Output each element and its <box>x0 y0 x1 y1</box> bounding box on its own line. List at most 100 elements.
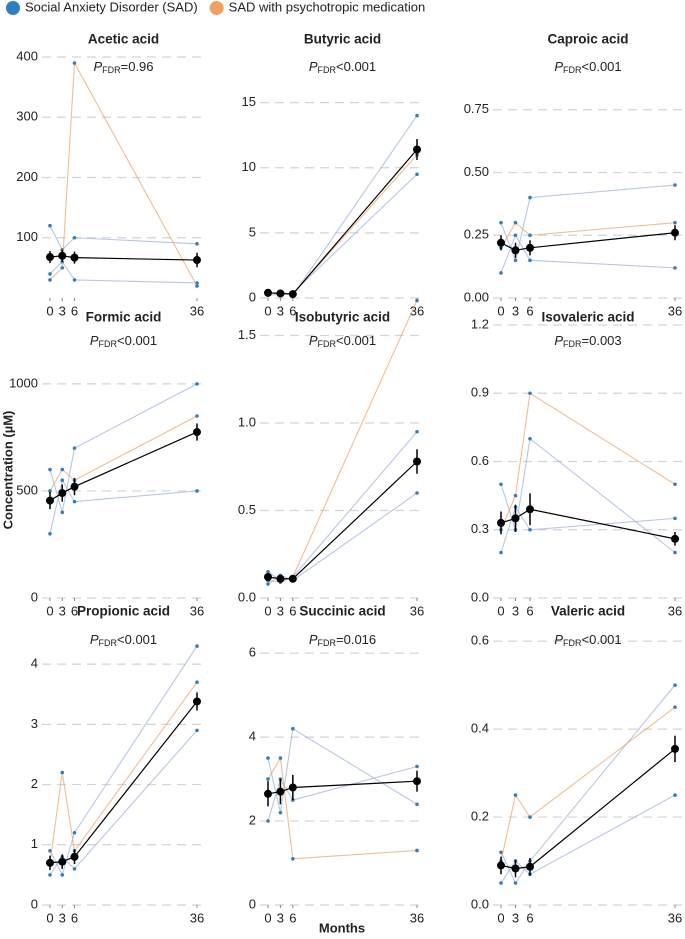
subject-point <box>528 391 532 396</box>
subject-point <box>48 489 52 493</box>
y-axis-label: Concentration (µM) <box>0 411 15 530</box>
subject-point <box>195 489 199 493</box>
mean-point <box>671 228 679 237</box>
subject-point <box>415 848 419 853</box>
x-tick-label: 3 <box>512 303 519 318</box>
legend-label: SAD with psychotropic medication <box>229 0 426 14</box>
mean-point <box>497 861 505 870</box>
p-text: <0.001 <box>582 59 622 74</box>
subject-point <box>415 298 419 303</box>
subject-point <box>195 284 199 288</box>
subject-point <box>415 764 419 769</box>
panel-title: Acetic acid <box>88 32 159 47</box>
x-tick-label: 3 <box>59 910 66 925</box>
mean-point <box>276 289 285 298</box>
x-tick-label: 36 <box>410 910 424 925</box>
mean-line <box>267 461 418 580</box>
subject-point <box>60 266 65 270</box>
subject-point <box>60 467 65 472</box>
x-tick-label: 3 <box>277 603 284 618</box>
legend-marker <box>6 1 20 15</box>
subject-line <box>267 431 418 582</box>
subject-point <box>673 705 677 709</box>
subject-line <box>49 383 198 513</box>
y-tick-label: 1.2 <box>471 316 489 331</box>
subject-line <box>267 756 418 860</box>
x-tick-label: 36 <box>668 910 682 925</box>
subject-line <box>49 645 198 877</box>
mean-point <box>413 777 421 786</box>
p-symbol: P <box>554 333 563 348</box>
mean-point <box>264 789 272 798</box>
subject-point <box>673 516 677 521</box>
y-tick-label: 100 <box>16 229 38 244</box>
y-tick-label: 0.0 <box>471 589 489 604</box>
subject-line <box>267 765 418 822</box>
subject-point <box>499 850 503 855</box>
subject-line <box>267 173 418 296</box>
p-subscript: FDR <box>318 638 337 648</box>
subject-line <box>49 225 198 251</box>
p-symbol: P <box>90 333 99 348</box>
x-tick-label: 0 <box>46 303 53 318</box>
subject-point <box>48 467 52 472</box>
mean-point <box>193 256 201 265</box>
x-tick-label: 6 <box>71 910 78 925</box>
panel-title: Succinic acid <box>299 604 385 619</box>
subject-point <box>48 531 52 536</box>
y-tick-label: 0.00 <box>464 289 489 304</box>
mean-point <box>264 288 272 297</box>
panel-title: Isobutyric acid <box>295 310 390 325</box>
subject-point <box>266 777 270 781</box>
x-tick-label: 6 <box>71 603 78 618</box>
mean-point <box>70 852 79 861</box>
subject-point <box>195 728 199 733</box>
subject-point <box>415 113 419 118</box>
subject-point <box>195 680 199 684</box>
y-tick-label: 1.5 <box>238 327 256 342</box>
subject-line <box>267 727 418 813</box>
y-tick-label: 0.0 <box>471 896 489 911</box>
mean-point <box>70 482 79 491</box>
p-subscript: FDR <box>563 339 582 349</box>
subject-point <box>513 493 518 498</box>
mean-point <box>526 243 534 252</box>
mean-point <box>46 253 54 262</box>
subject-point <box>48 272 52 276</box>
mean-point <box>671 534 679 543</box>
subject-line <box>49 730 198 876</box>
y-tick-label: 0 <box>31 896 38 911</box>
y-tick-label: 2 <box>31 776 38 791</box>
panel-title: Formic acid <box>86 310 162 325</box>
x-tick-label: 36 <box>190 910 204 925</box>
y-tick-label: 6 <box>249 645 256 660</box>
x-tick-label: 6 <box>526 910 533 925</box>
x-tick-label: 0 <box>497 910 504 925</box>
mean-point <box>526 862 534 871</box>
mean-point <box>671 744 679 753</box>
p-subscript: FDR <box>99 638 118 648</box>
y-tick-label: 3 <box>31 716 38 731</box>
subject-point <box>499 482 503 487</box>
mean-point <box>497 518 505 527</box>
x-tick-label: 36 <box>668 603 682 618</box>
p-text: <0.001 <box>582 632 622 647</box>
subject-line <box>49 681 198 863</box>
x-tick-label: 36 <box>668 303 682 318</box>
subject-point <box>528 436 532 441</box>
y-tick-label: 0.50 <box>464 164 489 179</box>
mean-point <box>193 428 201 437</box>
p-text: <0.001 <box>336 333 376 348</box>
x-tick-label: 6 <box>289 303 296 318</box>
subject-point <box>291 857 295 861</box>
p-subscript: FDR <box>563 65 582 75</box>
y-tick-label: 0.5 <box>238 502 256 517</box>
y-tick-label: 1.0 <box>238 414 256 429</box>
p-value: PFDR=0.96 <box>93 59 153 75</box>
x-tick-label: 0 <box>264 603 271 618</box>
y-tick-label: 10 <box>242 159 256 174</box>
mean-point <box>288 783 297 792</box>
subject-point <box>528 815 532 819</box>
x-tick-label: 6 <box>526 603 533 618</box>
mean-line <box>267 780 418 795</box>
